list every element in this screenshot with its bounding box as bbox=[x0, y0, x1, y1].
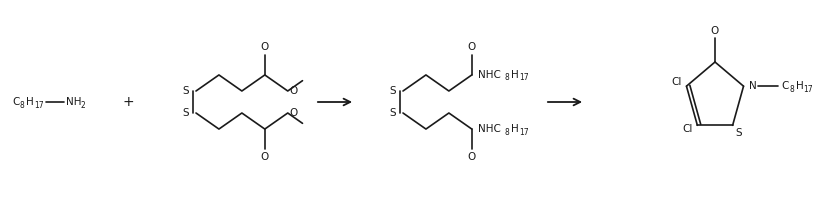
Text: S: S bbox=[389, 86, 396, 96]
Text: 17: 17 bbox=[804, 85, 813, 94]
Text: H: H bbox=[26, 97, 34, 107]
Text: O: O bbox=[290, 86, 298, 96]
Text: S: S bbox=[182, 86, 189, 96]
Text: 8: 8 bbox=[790, 85, 795, 94]
Text: Cl: Cl bbox=[671, 77, 681, 87]
Text: O: O bbox=[467, 42, 476, 52]
Text: 17: 17 bbox=[519, 73, 528, 82]
Text: 8: 8 bbox=[20, 101, 25, 110]
Text: C: C bbox=[12, 97, 19, 107]
Text: O: O bbox=[711, 26, 719, 36]
Text: S: S bbox=[736, 128, 742, 138]
Text: +: + bbox=[122, 95, 134, 109]
Text: O: O bbox=[261, 152, 269, 162]
Text: H: H bbox=[796, 81, 803, 91]
Text: C: C bbox=[781, 81, 789, 91]
Text: 8: 8 bbox=[505, 73, 510, 82]
Text: H: H bbox=[511, 124, 519, 134]
Text: S: S bbox=[182, 108, 189, 118]
Text: O: O bbox=[290, 108, 298, 118]
Text: NH: NH bbox=[66, 97, 82, 107]
Text: 8: 8 bbox=[505, 128, 510, 136]
Text: Cl: Cl bbox=[682, 124, 692, 134]
Text: 2: 2 bbox=[81, 101, 86, 110]
Text: NHC: NHC bbox=[478, 124, 501, 134]
Text: 17: 17 bbox=[519, 128, 528, 136]
Text: H: H bbox=[511, 70, 519, 80]
Text: O: O bbox=[467, 152, 476, 162]
Text: S: S bbox=[389, 108, 396, 118]
Text: N: N bbox=[749, 81, 756, 91]
Text: NHC: NHC bbox=[478, 70, 501, 80]
Text: O: O bbox=[261, 42, 269, 52]
Text: 17: 17 bbox=[34, 101, 43, 110]
